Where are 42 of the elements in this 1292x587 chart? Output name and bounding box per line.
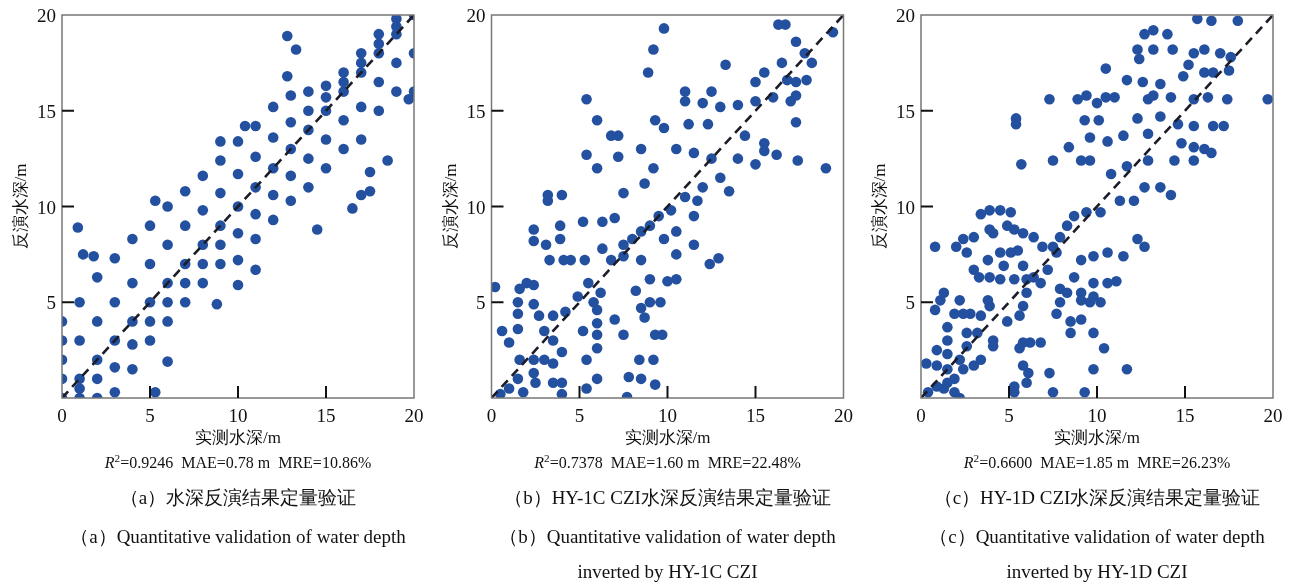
y-axis-title: 反演水深/m — [11, 163, 30, 250]
x-tick-label: 20 — [834, 405, 853, 426]
x-tick-label: 15 — [1175, 405, 1195, 426]
x-tick-label: 10 — [658, 405, 677, 426]
x-tick-label: 10 — [228, 405, 248, 426]
y-tick-label: 20 — [37, 5, 56, 26]
text: R$^{2}$=0.7378 MAE=1.60 m MRE=22.48% — [533, 452, 801, 471]
x-tick-label: 5 — [574, 405, 585, 426]
y-tick-label: 20 — [466, 5, 486, 26]
text: （b）HY-1C CZI水深反演结果定量验证 — [504, 487, 831, 508]
text: （a）Quantitative validation of water depth — [70, 526, 407, 547]
y-tick-label: 5 — [476, 292, 486, 314]
text: （b）Quantitative validation of water depth inverted by HY-1C CZI — [499, 526, 837, 582]
y-tick-label: 15 — [896, 100, 915, 122]
x-tick-label: 5 — [1004, 405, 1014, 426]
text: R$^{2}$=0.9246 MAE=0.78 m MRE=10.86% — [103, 452, 372, 471]
y-tick-label: 20 — [896, 5, 915, 26]
x-tick-label: 15 — [316, 405, 336, 426]
y-tick-label: 5 — [46, 292, 56, 314]
x-tick-label: 15 — [746, 405, 765, 426]
text: （a）水深反演结果定量验证 — [119, 487, 357, 508]
x-tick-label: 5 — [145, 405, 155, 426]
y-tick-label: 10 — [896, 196, 915, 218]
y-axis-title: 反演水深/m — [870, 163, 889, 250]
y-tick-label: 15 — [466, 100, 486, 122]
y-tick-label: 5 — [905, 292, 915, 314]
x-tick-label: 20 — [1263, 405, 1283, 426]
y-tick-label: 10 — [37, 196, 56, 218]
x-tick-label: 0 — [57, 405, 67, 426]
x-tick-label: 20 — [404, 405, 424, 426]
text: （c）HY-1D CZI水深反演结果定量验证 — [933, 487, 1261, 508]
x-axis-title: 实测水深/m — [195, 428, 281, 447]
y-tick-label: 15 — [37, 100, 56, 122]
x-axis-title: 实测水深/m — [1054, 428, 1140, 447]
y-axis-title: 反演水深/m — [440, 163, 460, 250]
text: （c）Quantitative validation of water depth inverted by HY-1D CZI — [929, 526, 1266, 582]
x-tick-label: 0 — [486, 405, 497, 426]
x-axis-title: 实测水深/m — [624, 428, 711, 447]
text: R$^{2}$=0.6600 MAE=1.85 m MRE=26.23% — [962, 452, 1231, 471]
y-tick-label: 10 — [466, 196, 486, 218]
x-tick-label: 0 — [916, 405, 926, 426]
x-tick-label: 10 — [1087, 405, 1107, 426]
